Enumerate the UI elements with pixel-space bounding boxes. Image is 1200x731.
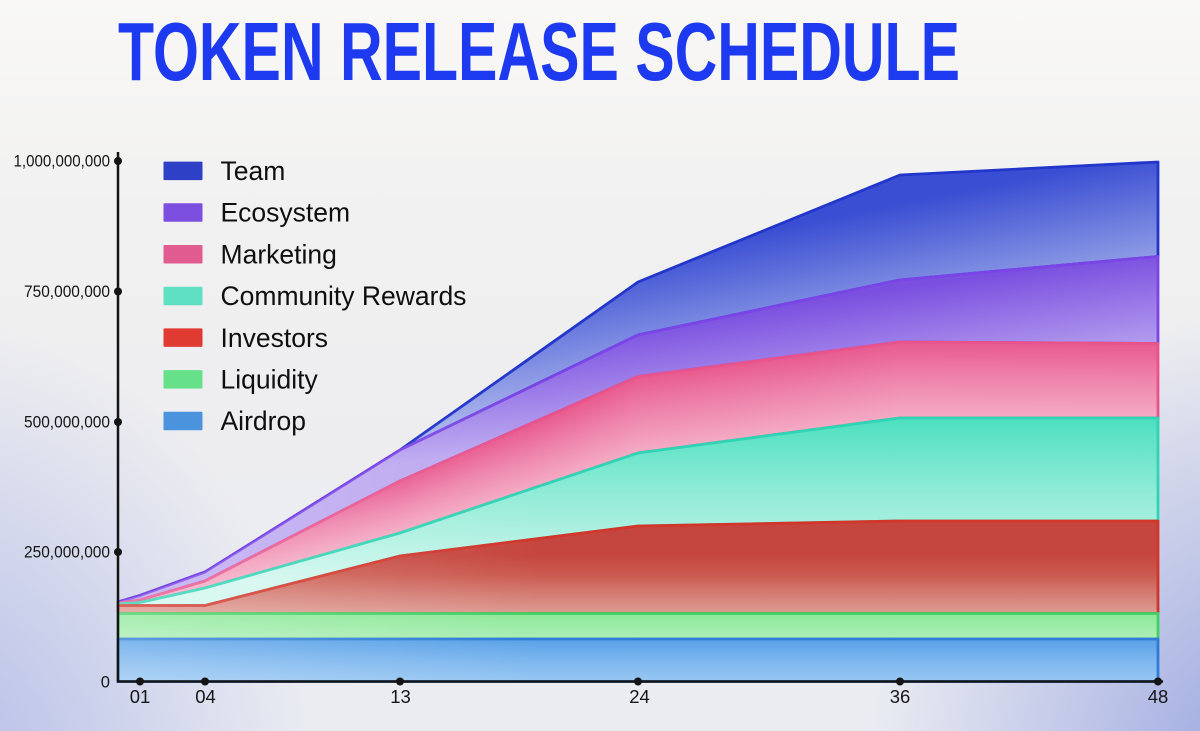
svg-text:TOKEN RELEASE SCHEDULE: TOKEN RELEASE SCHEDULE: [118, 5, 960, 98]
svg-text:24: 24: [629, 686, 650, 707]
svg-text:Investors: Investors: [221, 323, 329, 353]
svg-text:Community Rewards: Community Rewards: [221, 281, 467, 311]
svg-text:Marketing: Marketing: [221, 239, 337, 269]
svg-text:36: 36: [890, 686, 911, 707]
svg-text:Airdrop: Airdrop: [221, 406, 306, 436]
svg-text:500,000,000: 500,000,000: [24, 413, 110, 432]
svg-text:1,000,000,000: 1,000,000,000: [14, 152, 111, 171]
svg-text:04: 04: [195, 686, 216, 707]
svg-text:750,000,000: 750,000,000: [24, 282, 110, 301]
svg-text:Ecosystem: Ecosystem: [221, 198, 351, 228]
svg-text:Liquidity: Liquidity: [221, 365, 319, 395]
svg-text:48: 48: [1148, 686, 1169, 707]
svg-text:Team: Team: [221, 156, 286, 186]
svg-text:01: 01: [130, 686, 151, 707]
svg-text:13: 13: [390, 686, 411, 707]
svg-text:0: 0: [101, 673, 110, 692]
svg-text:250,000,000: 250,000,000: [24, 543, 110, 562]
